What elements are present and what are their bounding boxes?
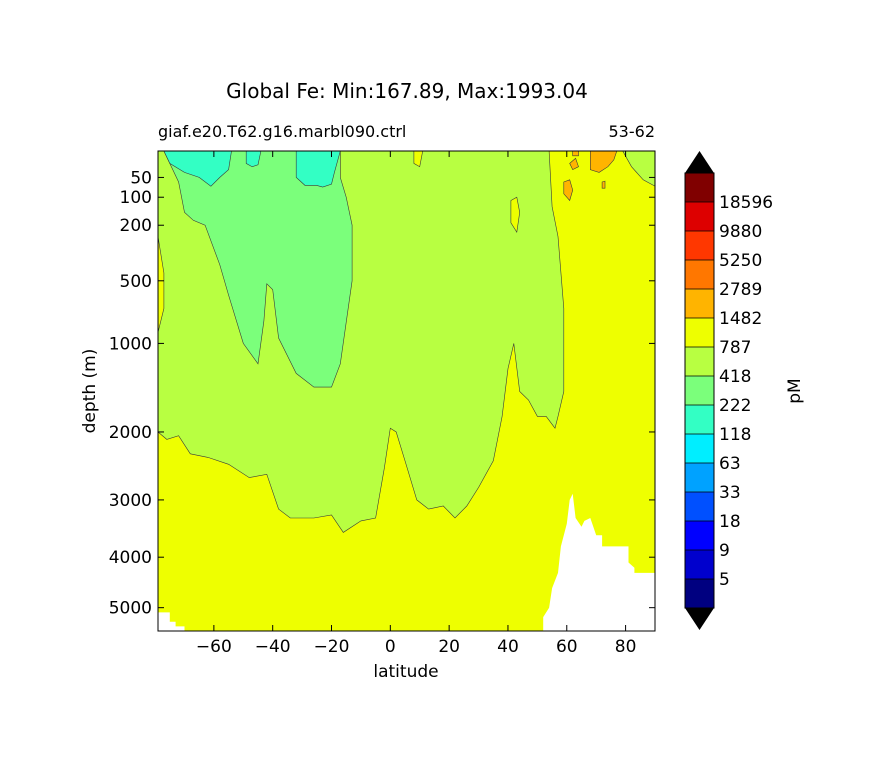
colorbar-segment xyxy=(685,521,714,551)
colorbar-tick-label: 5 xyxy=(719,570,730,590)
colorbar-segment xyxy=(685,405,714,435)
x-tick-label: 20 xyxy=(438,637,460,657)
colorbar-segment xyxy=(685,492,714,522)
x-tick-label: 60 xyxy=(556,637,578,657)
colorbar-extend-top xyxy=(685,151,714,173)
contour-region-2789-5250 xyxy=(589,151,618,173)
y-tick-label: 2000 xyxy=(109,423,152,443)
colorbar-tick-label: 33 xyxy=(719,483,741,503)
x-tick-label: 40 xyxy=(497,637,519,657)
colorbar-tick-label: 222 xyxy=(719,396,751,416)
contour-region-118-222 xyxy=(295,151,341,188)
y-tick-label: 200 xyxy=(120,216,152,236)
x-tick-label: 80 xyxy=(615,637,637,657)
colorbar-segment xyxy=(685,579,714,609)
contour-region-1482-2789 xyxy=(158,193,165,333)
x-tick-label: 0 xyxy=(385,637,396,657)
colorbar-tick-label: 63 xyxy=(719,454,741,474)
x-tick-label: −20 xyxy=(314,637,350,657)
y-tick-label: 50 xyxy=(130,168,152,188)
y-axis-label: depth (m) xyxy=(80,349,100,434)
colorbar-tick-label: 5250 xyxy=(719,251,762,271)
plot-area xyxy=(158,151,655,631)
x-tick-label: −60 xyxy=(196,637,232,657)
colorbar-segment xyxy=(685,434,714,464)
colorbar-tick-label: 18 xyxy=(719,512,741,532)
contour-region-2789-5250 xyxy=(572,151,579,157)
contour-region-2789-5250 xyxy=(601,180,606,189)
colorbar-segment xyxy=(685,173,714,203)
colorbar-segment xyxy=(685,347,714,377)
contour-region-1482-2789 xyxy=(510,196,521,234)
y-tick-label: 500 xyxy=(120,272,152,292)
y-tick-label: 4000 xyxy=(109,548,152,568)
contour-region-2789-5250 xyxy=(569,157,579,171)
colorbar-segment xyxy=(685,289,714,319)
y-tick-label: 5000 xyxy=(109,599,152,619)
colorbar-segment xyxy=(685,318,714,348)
x-axis: −60 −40 −20 0 20 40 60 80 xyxy=(196,151,636,657)
colorbar-label: pM xyxy=(785,378,805,403)
colorbar-frame xyxy=(684,172,715,609)
chart-subtitle-left: giaf.e20.T62.g16.marbl090.ctrl xyxy=(158,122,406,141)
y-tick-label: 100 xyxy=(120,188,152,208)
colorbar-segment xyxy=(685,231,714,261)
colorbar-tick-label: 18596 xyxy=(719,193,773,213)
colorbar-segment xyxy=(685,260,714,290)
contour-region-2789-5250 xyxy=(563,179,574,202)
colorbar-tick-label: 9 xyxy=(719,541,730,561)
contour-region-1482-2789 xyxy=(413,151,424,168)
y-tick-label: 3000 xyxy=(109,491,152,511)
colorbar-tick-label: 1482 xyxy=(719,309,762,329)
colorbar-extend-bottom xyxy=(685,608,714,630)
colorbar-tick-label: 787 xyxy=(719,338,751,358)
contour-region-1482-2789 xyxy=(158,151,655,631)
plot-frame xyxy=(157,150,656,632)
x-axis-label: latitude xyxy=(373,662,438,682)
chart-subtitle-right: 53-62 xyxy=(609,122,656,141)
colorbar-tick-label: 418 xyxy=(719,367,751,387)
contour-region-118-222 xyxy=(245,151,262,168)
land-mask xyxy=(543,493,655,631)
colorbar-tick-label: 118 xyxy=(719,425,751,445)
colorbar-tick-label: 9880 xyxy=(719,222,762,242)
contour-region-118-222 xyxy=(163,151,232,187)
colorbar-segment xyxy=(685,376,714,406)
land-mask xyxy=(158,612,185,631)
y-tick-label: 1000 xyxy=(109,334,152,354)
colorbar-segment xyxy=(685,202,714,232)
chart-title: Global Fe: Min:167.89, Max:1993.04 xyxy=(226,79,588,103)
contour-region-787-1482 xyxy=(622,151,655,187)
colorbar-tick-label: 2789 xyxy=(719,280,762,300)
colorbar: 5 9 18 33 63 118 222 418 787 1482 2789 5250 9880 1859… xyxy=(684,151,773,630)
colorbar-segment xyxy=(685,550,714,580)
contour-region-222-418 xyxy=(163,151,353,388)
colorbar-segment xyxy=(685,463,714,493)
x-tick-label: −40 xyxy=(255,637,291,657)
